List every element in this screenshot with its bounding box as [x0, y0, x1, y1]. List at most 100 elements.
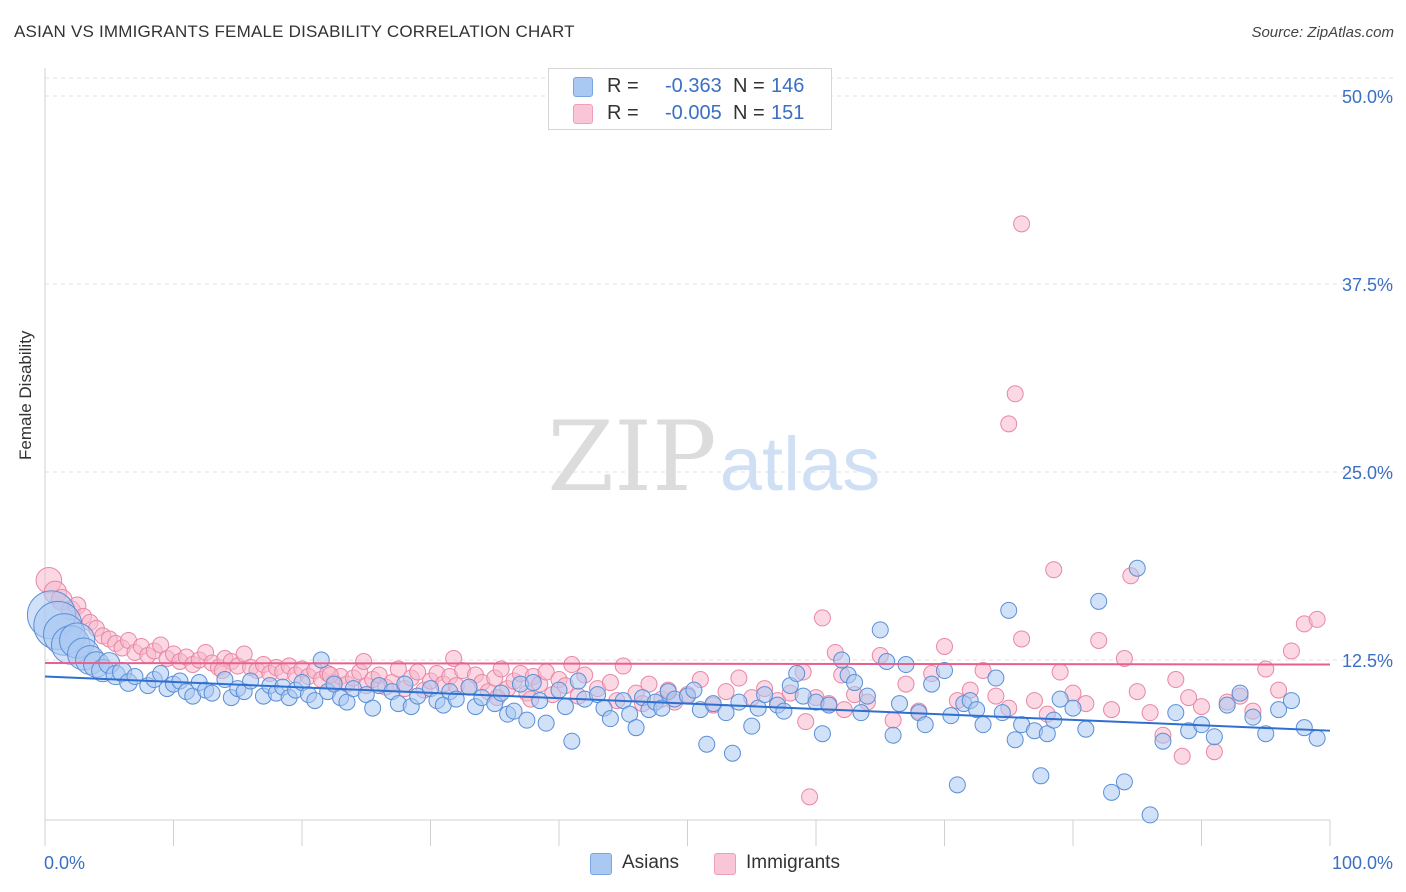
immigrants-point — [813, 609, 831, 627]
legend-r-label: R = — [607, 75, 639, 97]
asians-point — [871, 621, 889, 639]
asians-point — [152, 665, 170, 683]
asians-point — [1244, 708, 1262, 726]
immigrants-point — [1270, 681, 1288, 699]
immigrants-point — [1013, 630, 1031, 648]
immigrants-point — [801, 788, 819, 806]
stats-legend: R = -0.363 N = 146 R = -0.005 N = 151 — [548, 68, 832, 130]
asians-point — [518, 711, 536, 729]
legend-r-value: -0.005 — [665, 102, 722, 124]
asians-point — [312, 651, 330, 669]
tick-labels: 12.5% 25.0% 37.5% 50.0% 0.0% 100.0% — [44, 87, 1393, 873]
watermark-zip: ZIP — [547, 401, 716, 513]
source-label: Source: ZipAtlas.com — [1251, 24, 1394, 41]
y-axis-label: Female Disability — [16, 330, 35, 460]
asians-point — [813, 725, 831, 743]
asians-point — [698, 735, 716, 753]
asians-point — [1064, 699, 1082, 717]
asians-point — [653, 699, 671, 717]
asians-point — [1218, 696, 1236, 714]
asians-point — [1205, 728, 1223, 746]
immigrants-point — [1308, 610, 1326, 628]
watermark-atlas: atlas — [720, 422, 881, 507]
y-tick-label: 12.5% — [1342, 651, 1393, 671]
asians-point — [569, 672, 587, 690]
asians-point — [1167, 704, 1185, 722]
immigrants-point — [897, 675, 915, 693]
asians-point — [852, 704, 870, 722]
immigrants-point — [1193, 698, 1210, 716]
immigrants-point — [1103, 701, 1121, 719]
trend-lines — [44, 662, 1331, 732]
asians-point — [1115, 773, 1133, 791]
immigrants-point — [884, 711, 902, 729]
asians-point — [447, 690, 465, 708]
asians-point — [756, 686, 774, 704]
asians-point — [242, 672, 260, 690]
asians-point — [775, 702, 793, 720]
immigrants-swatch — [573, 104, 593, 124]
asians-point — [1154, 732, 1172, 750]
asians-point — [743, 717, 761, 735]
asians-point — [1032, 767, 1050, 785]
asians-point — [858, 687, 876, 705]
immigrants-point — [1128, 683, 1146, 701]
asians-point — [833, 651, 851, 669]
asians-point — [993, 704, 1011, 722]
asians-point — [788, 665, 806, 683]
immigrants-point — [492, 660, 510, 678]
watermark: ZIP atlas — [547, 401, 880, 513]
asians-point — [717, 704, 735, 722]
legend-n-label: N = — [733, 102, 765, 124]
asians-point — [987, 669, 1005, 687]
asians-point — [936, 662, 953, 680]
x-tick-label-max: 100.0% — [1332, 853, 1393, 873]
immigrants-point — [987, 687, 1005, 705]
legend-n-label: N = — [733, 75, 765, 97]
immigrants-point — [717, 683, 735, 701]
asians-point — [948, 776, 966, 794]
immigrants-legend-swatch — [714, 853, 736, 875]
asians-point — [1295, 719, 1313, 737]
immigrants-point — [601, 674, 619, 692]
axes — [44, 68, 1331, 846]
asians-legend-swatch — [590, 853, 612, 875]
immigrants-point — [1115, 649, 1133, 667]
asians-point — [923, 675, 941, 693]
immigrants-point — [1173, 747, 1191, 765]
immigrants-point — [355, 653, 373, 671]
asians-point — [1270, 701, 1288, 719]
immigrants-point — [1006, 385, 1024, 403]
x-tick-label-min: 0.0% — [44, 853, 85, 873]
legend-r-value: -0.363 — [665, 75, 722, 97]
immigrants-point — [1167, 671, 1185, 689]
asians-point — [685, 681, 703, 699]
asians-point — [1308, 729, 1326, 747]
asians-point — [1141, 806, 1159, 824]
asians-points — [26, 559, 1326, 824]
asians-point — [537, 714, 555, 732]
asians-point — [723, 744, 741, 762]
asians-point — [396, 675, 414, 693]
asians-point — [306, 692, 324, 710]
asians-point — [203, 684, 221, 702]
asians-point — [627, 719, 645, 737]
y-tick-label: 25.0% — [1342, 463, 1393, 483]
asians-point — [1006, 731, 1024, 749]
y-tick-label: 50.0% — [1342, 87, 1393, 107]
asians-point — [968, 701, 986, 719]
asians-point — [1000, 601, 1018, 619]
immigrants-point — [389, 660, 407, 678]
asians-trend-line — [44, 675, 1331, 732]
immigrants-point — [614, 657, 632, 675]
legend-n-value: 151 — [771, 102, 805, 124]
immigrants-point — [1025, 692, 1043, 710]
asians-point — [460, 678, 478, 696]
asians-point — [846, 674, 864, 692]
asians-point — [730, 693, 748, 711]
immigrants-point — [1180, 689, 1198, 707]
asians-point — [531, 692, 549, 710]
asians-point — [505, 702, 523, 720]
asians-point — [1051, 690, 1069, 708]
asians-point — [1077, 720, 1095, 738]
